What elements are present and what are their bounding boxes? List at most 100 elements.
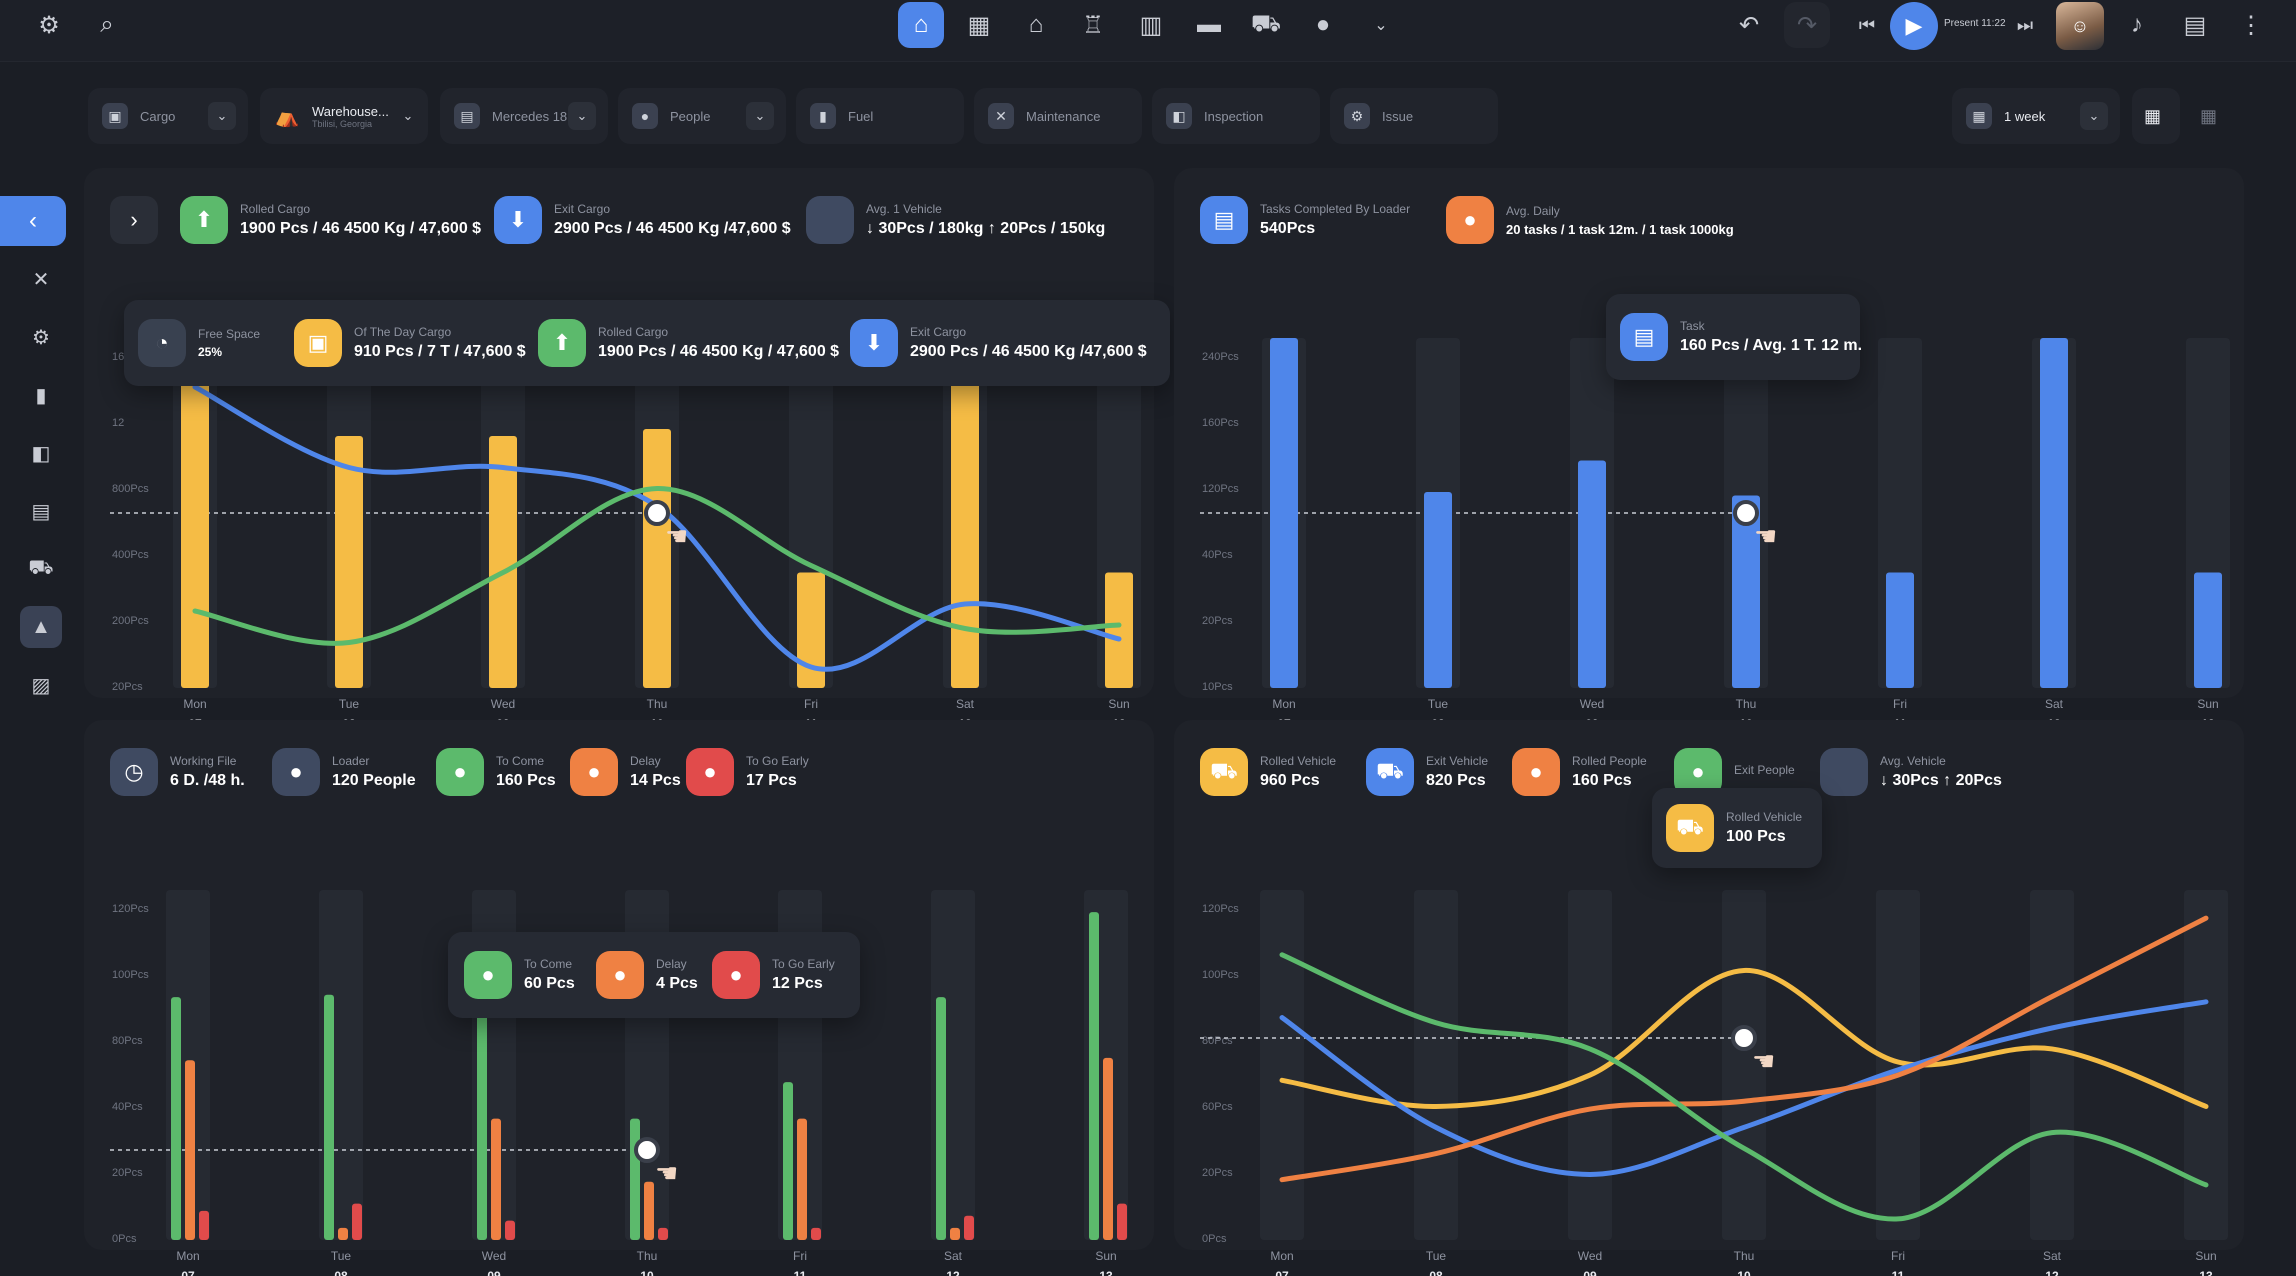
fuel-icon[interactable]: ▮ xyxy=(35,384,47,407)
filter-cargo[interactable]: ▣ Cargo ⌄ xyxy=(88,88,248,144)
filter-label: Issue xyxy=(1382,108,1414,124)
bar-to-come xyxy=(936,997,946,1240)
chevron-right-icon[interactable]: › xyxy=(110,196,158,244)
x-tick-label: Tue xyxy=(339,697,360,711)
bar-to-go-early xyxy=(505,1220,515,1240)
redo-icon[interactable]: ↷ xyxy=(1784,2,1830,48)
progress-ring-icon: ◔ xyxy=(138,319,186,367)
truck-icon[interactable]: ▬ xyxy=(1197,11,1221,38)
x-tick-label: Thu xyxy=(1734,1249,1755,1263)
filter-inspection[interactable]: ◧ Inspection xyxy=(1152,88,1320,144)
undo-icon[interactable]: ↶ xyxy=(1738,11,1760,39)
kpi-value: 1900 Pcs / 46 4500 Kg / 47,600 $ xyxy=(240,220,482,237)
x-tick-date: 08 xyxy=(334,1269,348,1276)
tooltip-to-go-early: ● To Go Early 12 Pcs xyxy=(712,951,835,999)
warehouse-icon[interactable]: ⌂ xyxy=(1028,11,1044,38)
x-tick-date: 07 xyxy=(181,1269,195,1276)
person-icon: ● xyxy=(436,748,484,796)
grid-large-view-button[interactable]: ▦ xyxy=(2188,88,2236,144)
document-icon[interactable]: ▤ xyxy=(2183,11,2207,39)
hand-cursor-icon: ☚ xyxy=(655,1158,678,1188)
y-tick-label: 20Pcs xyxy=(112,1167,143,1179)
filter-period[interactable]: ▦ 1 week ⌄ xyxy=(1952,88,2120,144)
kpi-label: Loader xyxy=(332,754,370,768)
kpi-value: 160 Pcs xyxy=(1572,772,1632,789)
x-tick-label: Thu xyxy=(1736,697,1757,711)
kpi-label: Exit Vehicle xyxy=(1426,754,1489,768)
x-tick-label: Wed xyxy=(482,1249,506,1263)
chevron-down-icon[interactable]: ⌄ xyxy=(568,102,596,130)
home-icon[interactable]: ⌂ xyxy=(898,2,944,48)
filter-issue[interactable]: ⚙ Issue xyxy=(1330,88,1498,144)
x-tick-date: 12 xyxy=(2045,1269,2059,1276)
vehicles-chart: Mon 07 Tue 08 Wed 09 Thu 10 Fri 11 Sat 12 Sun 13 0Pcs 2… xyxy=(1200,890,2228,1276)
vehicle-icon[interactable]: ⛟ xyxy=(28,556,54,579)
bar-to-come xyxy=(171,997,181,1240)
x-tick-label: Fri xyxy=(1891,1249,1905,1263)
bell-icon[interactable]: ♪ xyxy=(2131,11,2143,38)
avatar[interactable]: ☺ xyxy=(2056,2,2104,50)
clipboard-icon[interactable]: ▤ xyxy=(31,500,51,523)
search-icon[interactable]: ⌕ xyxy=(100,11,114,38)
arrow-up-icon: ⬆ xyxy=(538,319,586,367)
calendar-icon[interactable]: ▦ xyxy=(967,11,991,39)
series-line-exit-people xyxy=(1279,952,2209,1222)
forklift-icon[interactable]: ⛟ xyxy=(1250,10,1282,37)
filter-warehouse[interactable]: ⛺ Warehouse... Tbilisi, Georgia ⌄ xyxy=(260,88,428,144)
tools-icon: ✕ xyxy=(988,103,1014,129)
skip-back-icon[interactable]: ⏮ xyxy=(1858,14,1876,35)
chevron-left-icon[interactable]: ‹ xyxy=(0,196,66,246)
bar-to-go-early xyxy=(199,1210,209,1240)
tasks-panel: ▤ Tasks Completed By Loader 540Pcs ● Avg.… xyxy=(1174,168,2244,731)
vehicles-panel: ⛟ Rolled Vehicle 960 Pcs ⛟ Exit Vehicle 82… xyxy=(1174,720,2244,1276)
person-icon: ● xyxy=(596,951,644,999)
robot-icon[interactable]: ♖ xyxy=(1082,11,1104,39)
hatch-icon[interactable]: ▨ xyxy=(31,674,51,697)
filter-maintenance[interactable]: ✕ Maintenance xyxy=(974,88,1142,144)
y-tick-label: 200Pcs xyxy=(112,615,149,627)
play-icon[interactable]: ▶ xyxy=(1890,2,1938,50)
chevron-down-icon[interactable]: ⌄ xyxy=(1374,17,1388,34)
tooltip-value: 60 Pcs xyxy=(524,975,575,992)
filter-vehicle[interactable]: ▤ Mercedes 18... ⌄ xyxy=(440,88,608,144)
x-tick-label: Thu xyxy=(637,1249,658,1263)
bar-to-go-early xyxy=(811,1227,821,1240)
tools-icon[interactable]: ✕ xyxy=(32,268,50,291)
settings-icon[interactable]: ⚙ xyxy=(38,11,60,39)
x-tick-label: Sun xyxy=(1108,697,1129,711)
chart-icon[interactable]: ▲ xyxy=(20,606,62,648)
skip-forward-icon[interactable]: ⏭ xyxy=(2016,14,2034,35)
filter-people[interactable]: ● People ⌄ xyxy=(618,88,786,144)
filter-fuel[interactable]: ▮ Fuel xyxy=(796,88,964,144)
cargo-icon: ▣ xyxy=(102,103,128,129)
present-time: Present 11:22 xyxy=(1944,18,2006,29)
column-track xyxy=(2184,890,2228,1240)
column-track xyxy=(1876,890,1920,1240)
y-tick-label: 120Pcs xyxy=(112,903,149,915)
barcode-icon[interactable]: ▥ xyxy=(1139,11,1163,39)
kpi-value: 14 Pcs xyxy=(630,772,681,789)
tooltip-label: Rolled Vehicle xyxy=(1726,810,1803,824)
person-icon: ● xyxy=(632,103,658,129)
x-tick-label: Sat xyxy=(956,697,975,711)
grid-view-button[interactable]: ▦ xyxy=(2132,88,2180,144)
inspection-icon: ◧ xyxy=(1166,103,1192,129)
chevron-down-icon[interactable]: ⌄ xyxy=(2080,102,2108,130)
chevron-down-icon[interactable]: ⌄ xyxy=(208,102,236,130)
y-tick-label: 80Pcs xyxy=(112,1035,143,1047)
series-line-rolled-vehicle xyxy=(1279,967,2209,1109)
kpi-delay: ● Delay 14 Pcs xyxy=(570,748,681,796)
chevron-down-icon[interactable]: ⌄ xyxy=(746,102,774,130)
more-icon[interactable]: ⋮ xyxy=(2239,11,2263,39)
gear-icon[interactable]: ⚙ xyxy=(32,326,50,349)
kpi-label: To Come xyxy=(496,754,545,768)
inspection-icon[interactable]: ◧ xyxy=(31,442,51,465)
bar-fri xyxy=(797,572,825,688)
kpi-rolled-vehicle: ⛟ Rolled Vehicle 960 Pcs xyxy=(1200,748,1336,796)
kpi-value: 160 Pcs xyxy=(496,772,556,789)
bar-sat xyxy=(2040,338,2068,688)
kpi-value: 120 People xyxy=(332,772,416,789)
chevron-down-icon[interactable]: ⌄ xyxy=(402,108,414,123)
person-icon[interactable]: ● xyxy=(1315,11,1331,38)
y-tick-label: 16 xyxy=(112,351,124,363)
